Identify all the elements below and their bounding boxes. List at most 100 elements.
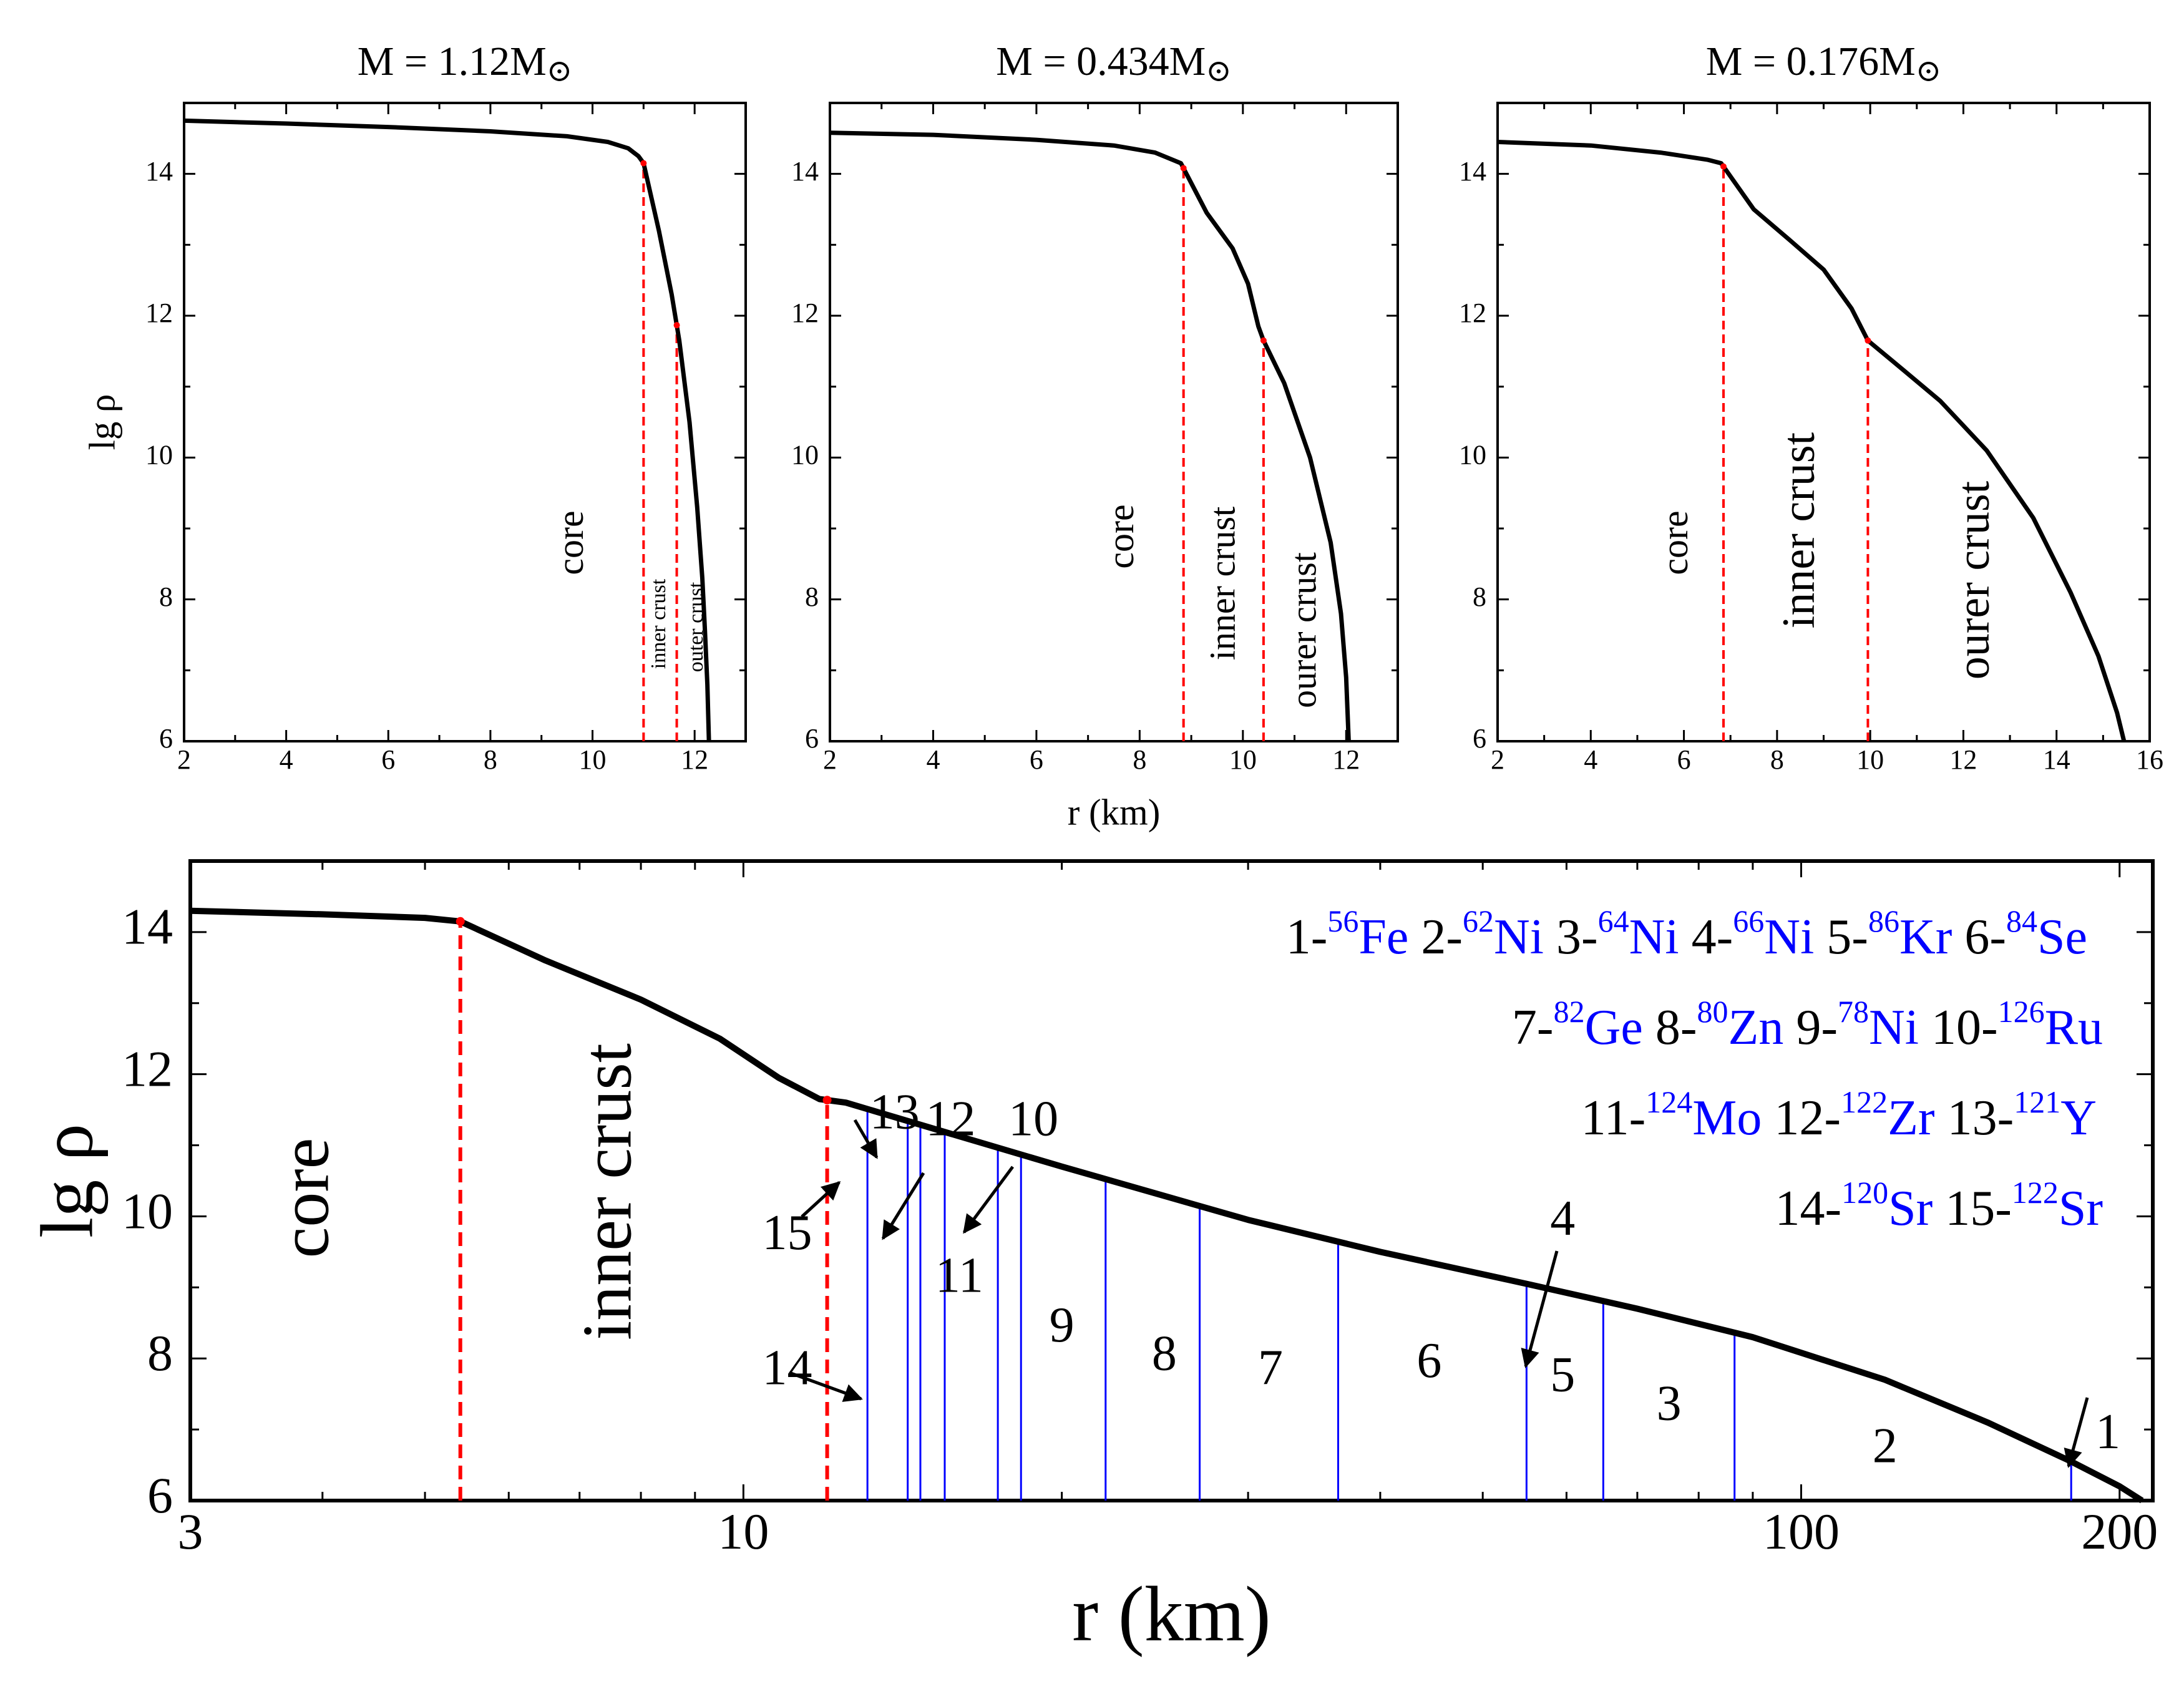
- annotation-arrow: [853, 1119, 879, 1159]
- y-axis-label: lg ρ: [26, 1124, 109, 1238]
- legend-mass-number: 124: [1645, 1084, 1692, 1119]
- x-tick-label: 8: [484, 744, 497, 775]
- legend-index: 13-: [1935, 1091, 2014, 1146]
- nuclide-region-label: 4: [1550, 1191, 1575, 1246]
- legend-row: 1-56Fe 2-62Ni 3-64Ni 4-66Ni 5-86Kr 6-84S…: [1286, 903, 2087, 965]
- legend-index: 7-: [1512, 1000, 1554, 1055]
- chart-panel-1: 6 8 10 12 14 2 4 6 8 10 12 M = 1.12M⊙ lg ρ core inner …: [82, 39, 747, 775]
- legend-index: 12-: [1762, 1091, 1841, 1146]
- region-label: inner crust: [1773, 432, 1825, 628]
- legend-mass-number: 120: [1841, 1175, 1888, 1210]
- legend-index: 11-: [1581, 1091, 1646, 1146]
- legend-mass-number: 66: [1733, 903, 1764, 938]
- legend-index: 8-: [1643, 1000, 1697, 1055]
- y-tick-label: 8: [1473, 582, 1486, 612]
- legend-index: 9-: [1783, 1000, 1838, 1055]
- x-tick-label: 12: [1332, 744, 1360, 775]
- region-label: core: [1100, 504, 1141, 568]
- y-tick-label: 6: [805, 723, 819, 754]
- nuclide-region-label: 5: [1550, 1348, 1575, 1403]
- annotation-arrow: [801, 1180, 841, 1218]
- x-tick-label: 4: [926, 744, 940, 775]
- boundary-marker: [1865, 337, 1871, 344]
- legend-index: 14-: [1775, 1181, 1841, 1236]
- legend-mass-number: 121: [2014, 1084, 2060, 1119]
- x-axis-label: r (km): [1072, 1571, 1270, 1658]
- legend-element: Se: [2037, 910, 2087, 965]
- x-tick-label: 2: [1491, 744, 1504, 775]
- legend-element: Mo: [1692, 1091, 1762, 1146]
- region-label: core: [266, 1138, 344, 1258]
- x-tick-label: 14: [2043, 744, 2070, 775]
- x-tick-label: 3: [178, 1503, 203, 1560]
- legend-element: Kr: [1899, 910, 1952, 965]
- boundary-marker: [1720, 163, 1727, 170]
- legend-mass-number: 64: [1598, 903, 1629, 938]
- legend-element: Ge: [1585, 1000, 1643, 1055]
- nuclide-region-label: 6: [1416, 1333, 1441, 1388]
- x-tick-label: 10: [579, 744, 607, 775]
- region-label: core: [550, 510, 591, 575]
- region-label: inner crust: [647, 578, 670, 669]
- chart-title: M = 0.434M⊙: [996, 39, 1232, 88]
- x-tick-label: 6: [381, 744, 395, 775]
- y-tick-label: 12: [145, 298, 173, 328]
- boundary-marker: [822, 1096, 832, 1105]
- x-tick-label: 6: [1677, 744, 1691, 775]
- legend-row: 7-82Ge 8-80Zn 9-78Ni 10-126Ru: [1512, 994, 2103, 1055]
- legend-mass-number: 122: [2012, 1175, 2059, 1210]
- legend-mass-number: 122: [1841, 1084, 1888, 1119]
- y-tick-label: 14: [791, 156, 819, 187]
- annotation-arrow: [962, 1166, 1015, 1234]
- boundary-marker: [456, 917, 465, 926]
- plot-frame: [1496, 102, 2151, 742]
- sun-symbol: ⊙: [1206, 54, 1231, 88]
- nuclide-region-label: 2: [1873, 1419, 1898, 1474]
- x-tick-label: 2: [177, 744, 191, 775]
- x-tick-label: 2: [823, 744, 837, 775]
- nuclide-region-label: 12: [925, 1092, 975, 1147]
- y-tick-label: 12: [1459, 298, 1486, 328]
- boundary-marker: [1180, 165, 1187, 172]
- legend-mass-number: 56: [1327, 903, 1358, 938]
- x-tick-label: 16: [2136, 744, 2163, 775]
- chart-panel-2: 6 8 10 12 14 2 4 6 8 10 12 M = 0.434M⊙ r (km) core inn…: [791, 39, 1399, 833]
- x-tick-label: 10: [718, 1503, 769, 1560]
- boundary-marker: [1260, 337, 1267, 344]
- region-label: ourer crust: [1283, 552, 1324, 708]
- region-label: inner crust: [569, 1043, 646, 1340]
- legend-row: 14-120Sr 15-122Sr: [1775, 1175, 2103, 1236]
- annotation-arrow: [1521, 1250, 1559, 1368]
- density-curve: [183, 118, 711, 742]
- region-label: inner crust: [1202, 507, 1242, 660]
- y-tick-label: 14: [145, 156, 173, 187]
- x-tick-label: 10: [1229, 744, 1257, 775]
- nuclide-region-label: 7: [1258, 1340, 1283, 1395]
- region-label: ourer crust: [1948, 480, 1999, 679]
- legend-mass-number: 82: [1554, 994, 1585, 1029]
- legend-index: 6-: [1952, 910, 2006, 965]
- chart-title: M = 1.12M⊙: [358, 39, 573, 88]
- legend-mass-number: 80: [1697, 994, 1728, 1029]
- sun-symbol: ⊙: [1916, 54, 1941, 88]
- legend-element: Y: [2060, 1091, 2097, 1146]
- x-tick-label: 8: [1770, 744, 1784, 775]
- y-axis-label: lg ρ: [82, 394, 123, 450]
- legend-mass-number: 78: [1838, 994, 1869, 1029]
- region-label: core: [1654, 510, 1695, 575]
- x-tick-label: 10: [1856, 744, 1884, 775]
- x-tick-label: 4: [1584, 744, 1597, 775]
- x-tick-label: 8: [1133, 744, 1146, 775]
- y-tick-label: 12: [791, 298, 819, 328]
- y-tick-label: 10: [145, 439, 173, 470]
- x-tick-label: 12: [1949, 744, 1977, 775]
- legend-element: Sr: [1888, 1181, 1933, 1236]
- x-axis-label: r (km): [1068, 792, 1161, 833]
- plot-frame: [829, 102, 1399, 742]
- x-tick-label: 200: [2081, 1503, 2158, 1560]
- nuclide-region-label: 1: [2095, 1404, 2120, 1459]
- y-tick-label: 14: [1459, 156, 1486, 187]
- annotation-arrow: [881, 1172, 925, 1240]
